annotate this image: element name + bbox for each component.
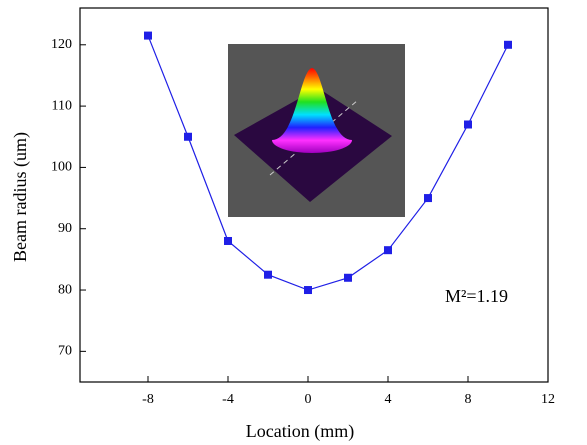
marker bbox=[504, 41, 512, 49]
y-tick-label: 80 bbox=[58, 282, 72, 297]
marker bbox=[464, 120, 472, 128]
y-tick-label: 70 bbox=[58, 344, 72, 359]
marker bbox=[184, 133, 192, 141]
x-tick-label: 0 bbox=[305, 392, 312, 407]
x-tick-label: 12 bbox=[541, 392, 555, 407]
annotation: M²=1.19 bbox=[445, 286, 508, 306]
x-tick-label: -8 bbox=[142, 392, 154, 407]
marker bbox=[344, 274, 352, 282]
marker bbox=[384, 246, 392, 254]
marker bbox=[224, 237, 232, 245]
x-tick-label: -4 bbox=[222, 392, 234, 407]
inset-image bbox=[228, 44, 405, 217]
y-tick-label: 100 bbox=[51, 160, 72, 175]
y-tick-label: 90 bbox=[58, 221, 72, 236]
y-tick-label: 120 bbox=[51, 37, 72, 52]
marker bbox=[304, 286, 312, 294]
y-axis-title: Beam radius (um) bbox=[10, 132, 31, 262]
x-tick-label: 4 bbox=[385, 392, 392, 407]
y-tick-label: 110 bbox=[52, 98, 72, 113]
x-axis-title: Location (mm) bbox=[246, 421, 354, 442]
chart: Location (mm) Beam radius (um) M²=1.19 -… bbox=[0, 0, 587, 445]
marker bbox=[424, 194, 432, 202]
x-tick-label: 8 bbox=[465, 392, 472, 407]
marker bbox=[144, 32, 152, 40]
marker bbox=[264, 271, 272, 279]
